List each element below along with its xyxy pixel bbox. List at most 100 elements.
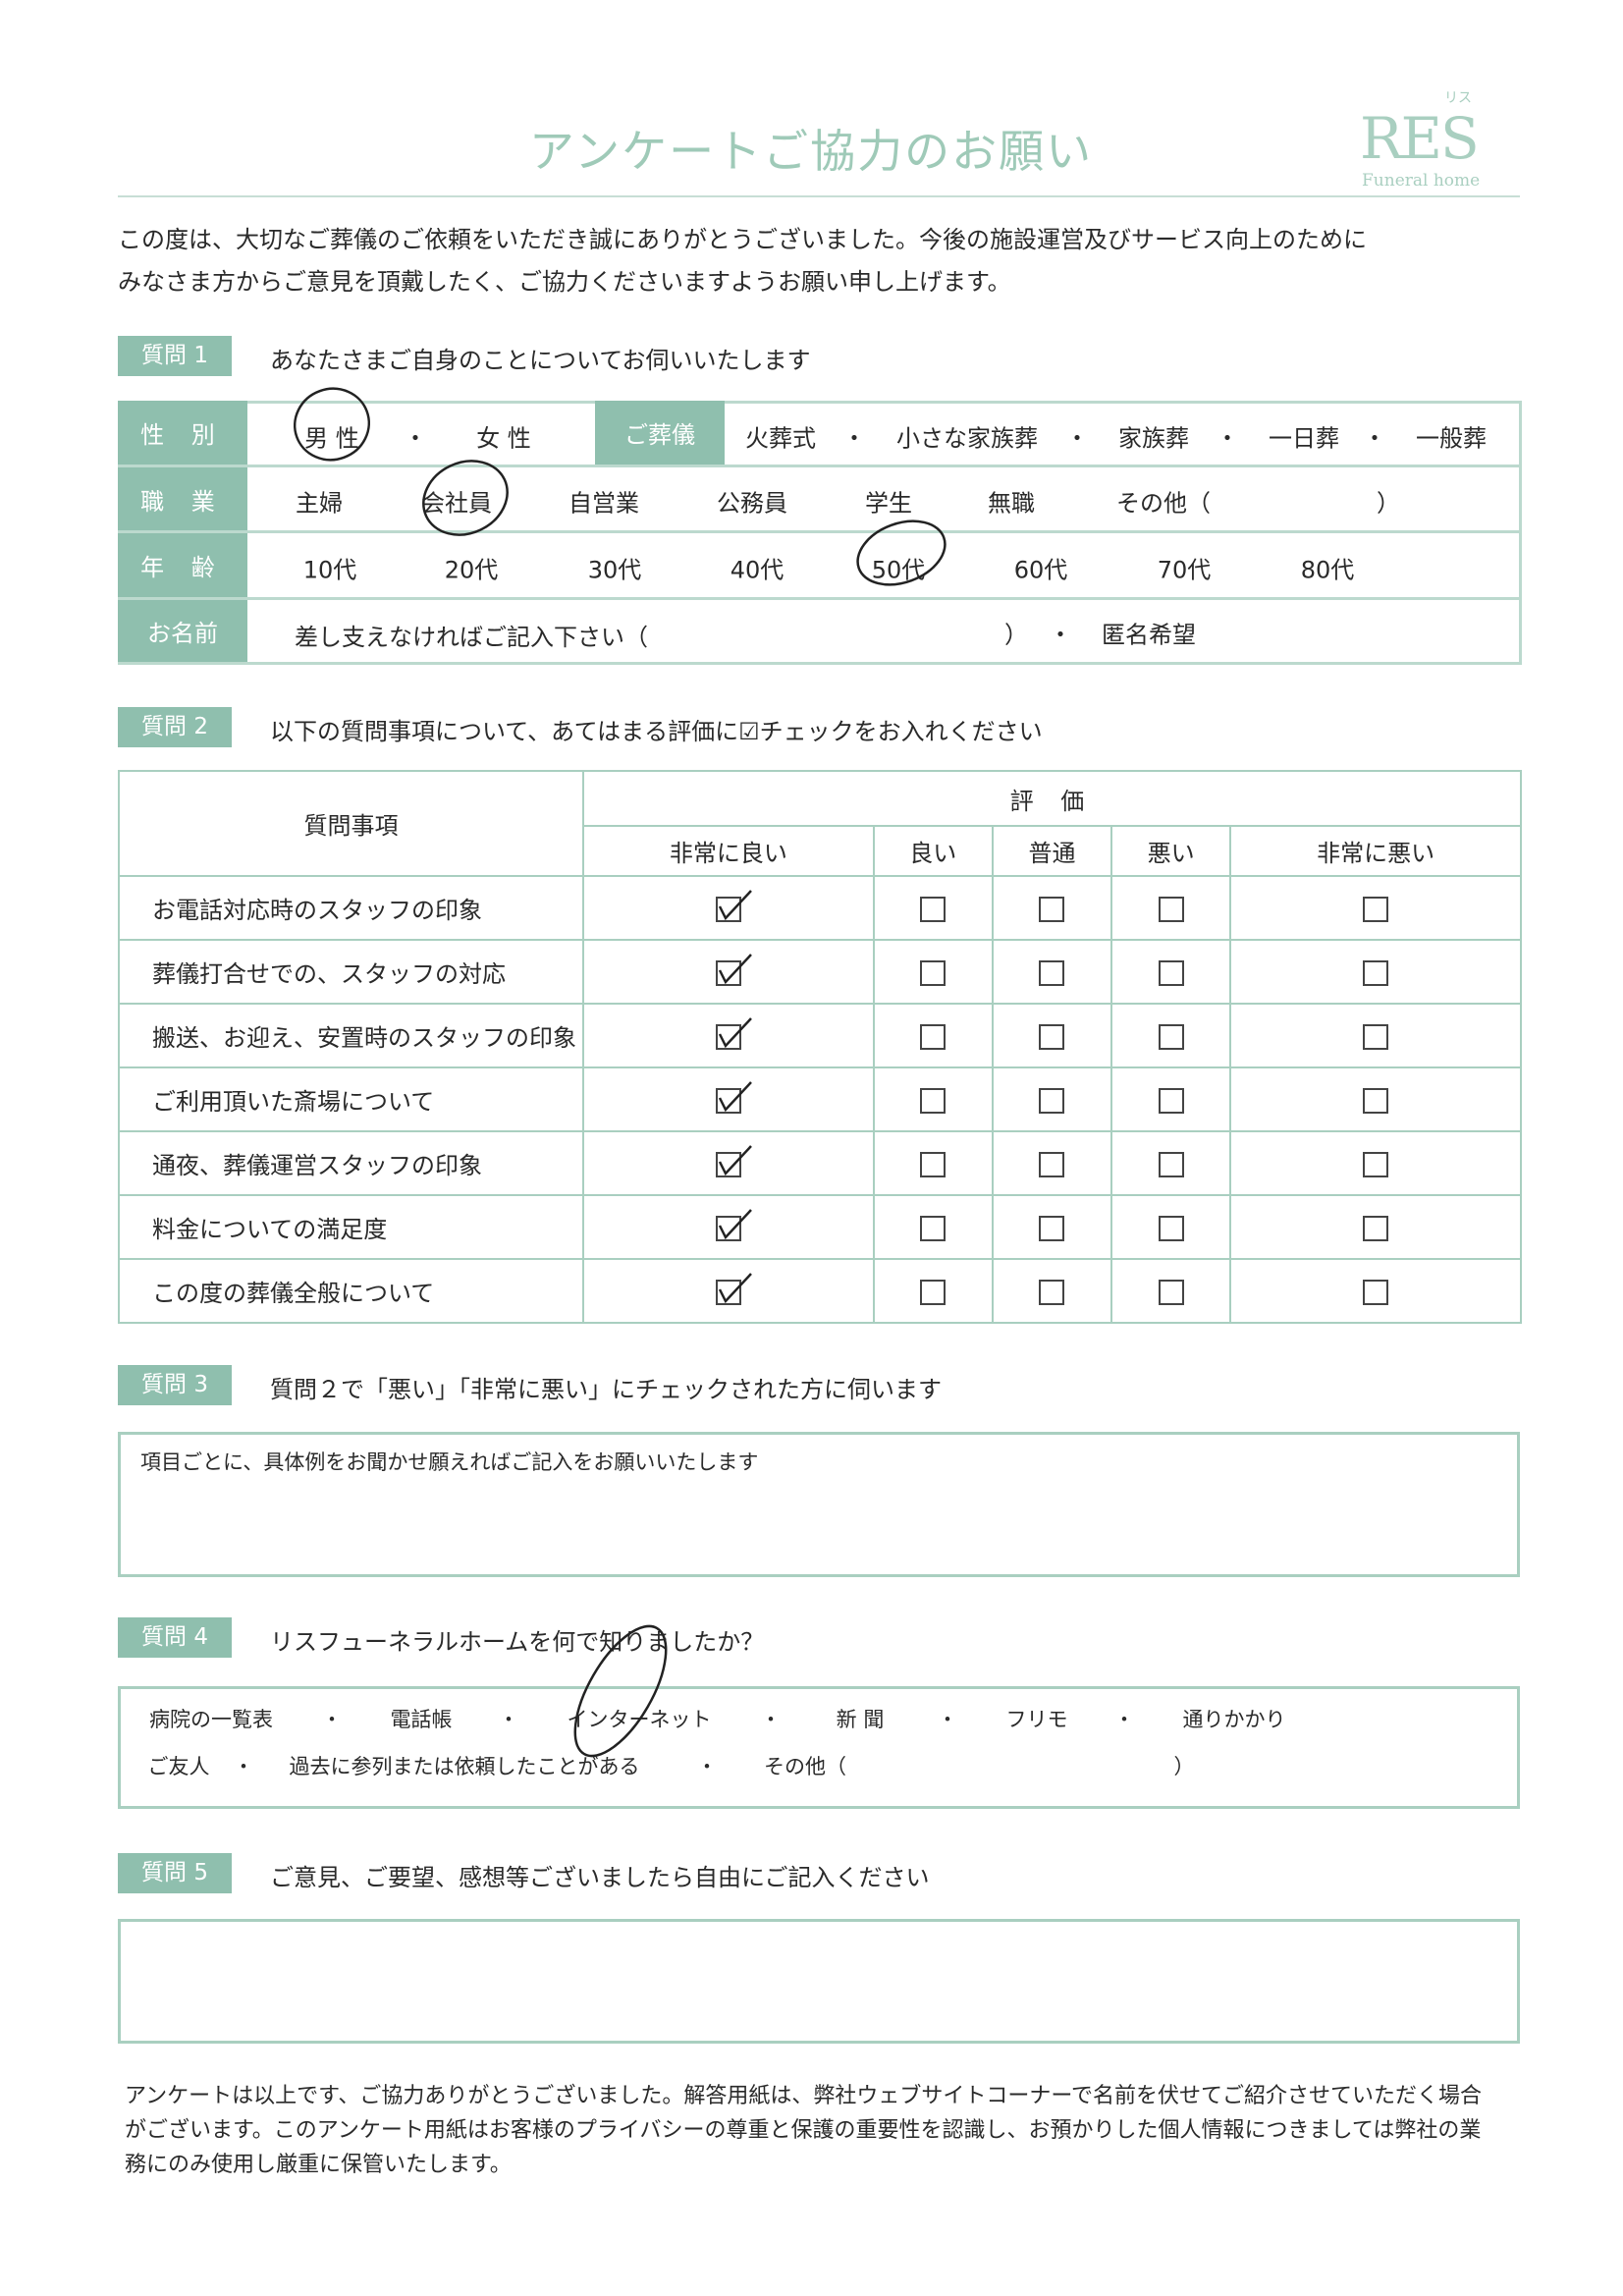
checkbox[interactable] — [920, 959, 947, 986]
checkbox[interactable] — [1363, 896, 1389, 922]
rating-cell — [1229, 1194, 1522, 1260]
checkbox[interactable] — [1158, 1279, 1184, 1305]
q5-answer-box[interactable] — [118, 1919, 1520, 2044]
header-divider — [118, 195, 1520, 197]
q4-option[interactable]: 電話帳 — [390, 1708, 453, 1731]
checkbox[interactable] — [1363, 1215, 1389, 1241]
age-option[interactable]: 20代 — [444, 556, 499, 584]
checkbox[interactable] — [1363, 959, 1389, 986]
rating-cell — [1110, 939, 1232, 1005]
checkbox[interactable] — [920, 1087, 947, 1114]
q2-label: 質問 2 — [118, 707, 232, 747]
footer-line-1: アンケートは以上です、ご協力ありがとうございました。解答用紙は、弊社ウェブサイト… — [125, 2084, 1483, 2108]
job-option[interactable]: 自営業 — [568, 489, 639, 518]
checkbox[interactable] — [715, 1016, 752, 1050]
rating-cell — [582, 1066, 875, 1132]
rating-cell — [582, 1130, 875, 1196]
gender-option-female[interactable]: 女 性 — [476, 424, 531, 453]
gender-option-male[interactable]: 男 性 — [304, 424, 359, 453]
rating-cell — [1110, 1258, 1232, 1324]
q4-option[interactable]: 病院の一覧表 — [149, 1708, 273, 1731]
checkbox[interactable] — [715, 1080, 752, 1114]
funeral-option-cremation[interactable]: 火葬式 — [745, 424, 816, 453]
separator: ・ — [842, 424, 866, 453]
checkbox[interactable] — [715, 1272, 752, 1305]
age-option[interactable]: 50代 — [871, 556, 926, 584]
rating-table: 質問事項 評 価 非常に良い 良い 普通 悪い 非常に悪い お電話対応時のスタッフの印象… — [118, 770, 1522, 1324]
age-option[interactable]: 40代 — [730, 556, 784, 584]
checkbox[interactable] — [920, 1023, 947, 1050]
q4-options-box: 病院の一覧表 ・ 電話帳 ・ インターネット ・ 新 聞 ・ フリモ ・ 通りか… — [118, 1686, 1520, 1809]
checkbox[interactable] — [1039, 1087, 1065, 1114]
rating-row: 通夜、葬儀運営スタッフの印象 — [118, 1130, 1522, 1196]
name-prompt: 差し支えなければご記入下さい（ — [295, 624, 648, 651]
q4-option[interactable]: ご友人 — [147, 1755, 210, 1778]
checkbox[interactable] — [1039, 896, 1065, 922]
funeral-option-small-family[interactable]: 小さな家族葬 — [896, 424, 1038, 453]
name-input[interactable] — [668, 610, 992, 653]
rating-row: この度の葬儀全般について — [118, 1258, 1522, 1324]
funeral-option-one-day[interactable]: 一日葬 — [1269, 424, 1339, 453]
checkbox[interactable] — [1039, 1151, 1065, 1177]
rating-header: 普通 — [991, 825, 1113, 877]
checkbox[interactable] — [1039, 959, 1065, 986]
rating-header: 良い — [872, 825, 994, 877]
checkbox[interactable] — [1039, 1023, 1065, 1050]
age-option[interactable]: 30代 — [587, 556, 642, 584]
q5-label: 質問 5 — [118, 1853, 232, 1893]
job-option[interactable]: 公務員 — [717, 489, 787, 518]
checkbox[interactable] — [1158, 1087, 1184, 1114]
gender-label: 性 別 — [118, 401, 247, 465]
q4-option[interactable]: インターネット — [567, 1708, 712, 1731]
job-option[interactable]: 学生 — [865, 489, 912, 518]
q4-option[interactable]: フリモ — [1005, 1708, 1068, 1731]
checkbox[interactable] — [1363, 1151, 1389, 1177]
job-option[interactable]: 主婦 — [296, 489, 343, 518]
q3-answer-box[interactable]: 項目ごとに、具体例をお聞かせ願えればご記入をお願いいたします — [118, 1432, 1520, 1577]
checkbox[interactable] — [715, 1208, 752, 1241]
rating-cell — [1110, 1066, 1232, 1132]
checkbox[interactable] — [1039, 1279, 1065, 1305]
checkbox[interactable] — [1158, 1023, 1184, 1050]
rating-cell — [1110, 1130, 1232, 1196]
rating-cell — [1110, 1003, 1232, 1068]
checkbox[interactable] — [1363, 1087, 1389, 1114]
checkbox[interactable] — [1363, 1279, 1389, 1305]
checkbox[interactable] — [1158, 1151, 1184, 1177]
checkbox[interactable] — [1039, 1215, 1065, 1241]
age-option[interactable]: 10代 — [302, 556, 357, 584]
job-option[interactable]: 無職 — [988, 489, 1035, 518]
checkbox[interactable] — [920, 1151, 947, 1177]
age-option[interactable]: 70代 — [1157, 556, 1212, 584]
checkbox[interactable] — [715, 1144, 752, 1177]
rating-cell — [1229, 1258, 1522, 1324]
checkbox[interactable] — [920, 896, 947, 922]
footer-line-2: がございます。このアンケート用紙はお客様のプライバシーの尊重と保護の重要性を認識… — [125, 2118, 1482, 2143]
anonymous-option[interactable]: 匿名希望 — [1102, 621, 1196, 649]
age-option[interactable]: 60代 — [1013, 556, 1068, 584]
checkbox[interactable] — [920, 1279, 947, 1305]
rating-cell — [872, 1130, 994, 1196]
checkbox[interactable] — [1158, 896, 1184, 922]
q4-option[interactable]: 過去に参列または依頼したことがある — [289, 1755, 640, 1778]
separator: ・ — [760, 1708, 782, 1731]
job-option[interactable]: 会社員 — [421, 489, 492, 518]
checkbox[interactable] — [715, 953, 752, 986]
logo-sub: Funeral home — [1362, 171, 1481, 191]
checkbox[interactable] — [1363, 1023, 1389, 1050]
checkbox[interactable] — [920, 1215, 947, 1241]
funeral-option-general[interactable]: 一般葬 — [1416, 424, 1487, 453]
funeral-option-family[interactable]: 家族葬 — [1118, 424, 1189, 453]
q4-option[interactable]: 新 聞 — [836, 1708, 885, 1731]
rating-cell — [582, 939, 875, 1005]
checkbox[interactable] — [715, 889, 752, 922]
rating-cell — [582, 875, 875, 941]
rating-header: 非常に良い — [582, 825, 875, 877]
checkbox[interactable] — [1158, 1215, 1184, 1241]
age-option[interactable]: 80代 — [1300, 556, 1355, 584]
question-item: 料金についての満足度 — [118, 1194, 584, 1260]
q4-option[interactable]: 通りかかり — [1182, 1708, 1286, 1731]
rating-cell — [872, 1066, 994, 1132]
checkbox[interactable] — [1158, 959, 1184, 986]
question-item: 通夜、葬儀運営スタッフの印象 — [118, 1130, 584, 1196]
